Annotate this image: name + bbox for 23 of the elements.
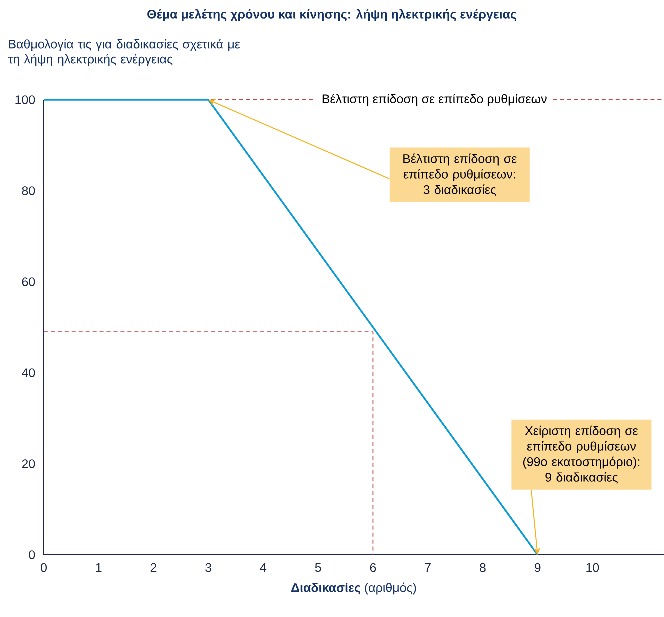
x-tick-label: 7	[425, 563, 431, 572]
annotation: Χείριστη επίδοση σε επίπεδο ρυθμίσεων (99ο εκατοστημόριο): 9 διαδικασίες	[523, 426, 640, 484]
x-tick-label: 6	[370, 563, 376, 572]
x-tick-label: 4	[260, 563, 267, 572]
y-tick-label: 20	[22, 460, 36, 468]
x-tick-label: 2	[150, 563, 157, 572]
chart-title: Θέμα μελέτης χρόνου και κίνησης: λήψη ηλεκτρικής ενέργειας	[148, 9, 517, 22]
ref-line-label: Βέλτιστη επίδοση σε επίπεδο ρυθμίσεων	[322, 94, 547, 106]
x-tick-label: 8	[480, 563, 486, 572]
x-axis-title: Διαδικασίες (αριθμός)	[292, 582, 416, 595]
x-tick-label: 0	[41, 563, 47, 572]
annotation: Βέλτιστη επίδοση σε επίπεδο ρυθμίσεων: 3 διαδικασίες	[404, 154, 517, 196]
y-tick-label: 40	[22, 368, 36, 378]
x-tick-label: 5	[315, 563, 322, 572]
y-tick-label: 60	[22, 278, 36, 286]
x-tick-label: 3	[206, 563, 212, 572]
x-tick-label: 10	[586, 563, 600, 572]
y-tick-label: 100	[16, 96, 36, 104]
y-tick-label: 80	[22, 186, 36, 196]
x-tick-label: 1	[96, 563, 102, 572]
x-tick-label: 9	[534, 563, 541, 572]
y-tick-label: 0	[29, 550, 36, 560]
y-axis-title: Βαθμολογία τις για διαδικασίες σχετικά με τη λήψη ηλεκτρικής ενέργειας	[8, 39, 240, 66]
